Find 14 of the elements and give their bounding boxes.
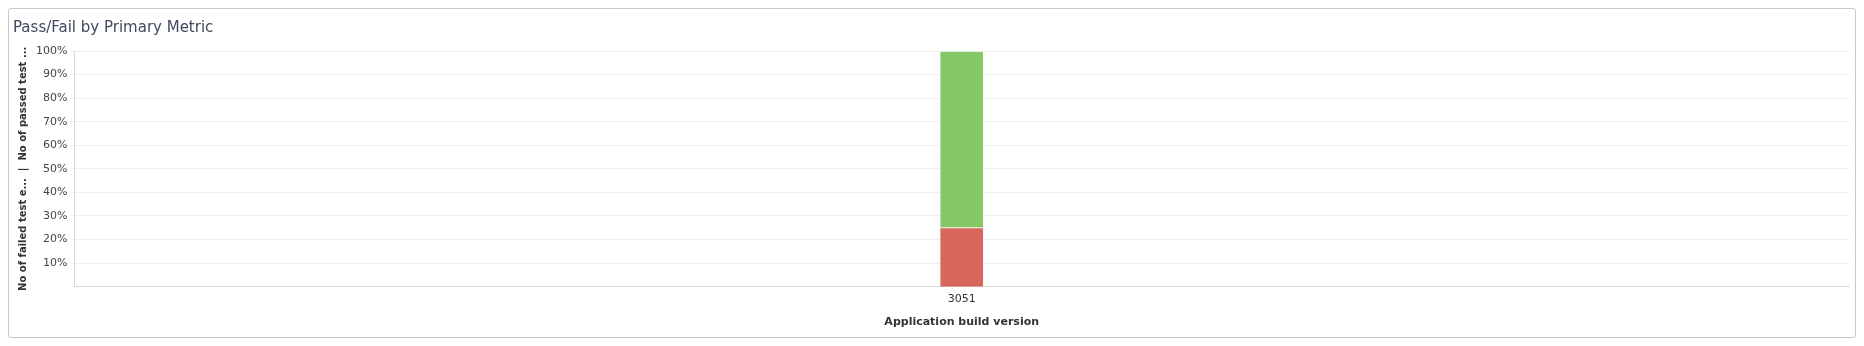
- y-tick-label: 100%: [35, 43, 68, 57]
- y-tick-label: 30%: [42, 208, 68, 222]
- y-tick-label: 90%: [42, 67, 68, 81]
- y-tick-label: 10%: [42, 255, 68, 269]
- y-tick-label: 20%: [42, 232, 68, 246]
- y-tick-label: 50%: [42, 161, 68, 175]
- y-tick-label: 60%: [42, 138, 68, 152]
- x-axis-title: Application build version: [884, 315, 1040, 329]
- y-tick-label: 70%: [42, 114, 68, 128]
- y-tick-label: 40%: [42, 185, 68, 199]
- y-axis-title: No of failed test e... | No of passed test ...: [16, 46, 29, 291]
- chart-title: Pass/Fail by Primary Metric: [13, 17, 214, 36]
- y-tick-label: 80%: [42, 90, 68, 104]
- x-tick-label: 3051: [947, 292, 976, 306]
